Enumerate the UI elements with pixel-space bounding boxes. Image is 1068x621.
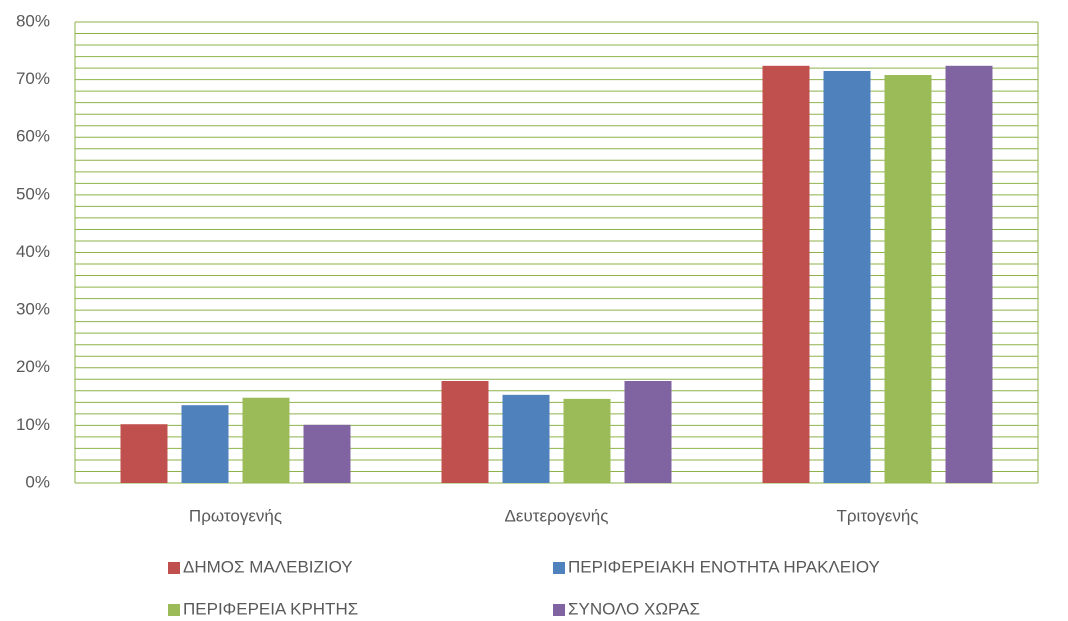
bar bbox=[762, 65, 810, 484]
y-tick-label: 40% bbox=[16, 242, 50, 261]
bar bbox=[120, 424, 168, 483]
bar bbox=[502, 394, 550, 483]
y-tick-label: 50% bbox=[16, 184, 50, 203]
bar bbox=[823, 70, 871, 483]
bar bbox=[563, 398, 611, 483]
legend-swatch bbox=[168, 562, 180, 574]
legend-label: ΠΕΡΙΦΕΡΕΙΑ ΚΡΗΤΗΣ bbox=[183, 599, 358, 618]
y-tick-label: 10% bbox=[16, 415, 50, 434]
y-tick-label: 60% bbox=[16, 127, 50, 146]
legend-label: ΔΗΜΟΣ ΜΑΛΕΒΙΖΙΟΥ bbox=[183, 557, 353, 576]
y-tick-label: 70% bbox=[16, 69, 50, 88]
y-tick-label: 0% bbox=[25, 472, 50, 491]
bar bbox=[441, 381, 489, 483]
legend-label: ΣΥΝΟΛΟ ΧΩΡΑΣ bbox=[568, 599, 700, 618]
legend-label: ΠΕΡΙΦΕΡΕΙΑΚΗ ΕΝΟΤΗΤΑ ΗΡΑΚΛΕΙΟΥ bbox=[568, 557, 880, 576]
y-tick-label: 80% bbox=[16, 11, 50, 30]
bar bbox=[884, 75, 932, 483]
bar bbox=[624, 381, 672, 483]
x-tick-label: Δευτερογενής bbox=[505, 506, 609, 525]
bar bbox=[303, 424, 351, 483]
legend-swatch bbox=[168, 604, 180, 616]
y-tick-label: 20% bbox=[16, 357, 50, 376]
bar bbox=[945, 65, 993, 484]
x-tick-label: Τριτογενής bbox=[837, 506, 919, 525]
legend-swatch bbox=[553, 562, 565, 574]
bar bbox=[181, 405, 229, 483]
x-tick-label: Πρωτογενής bbox=[189, 506, 282, 525]
legend-swatch bbox=[553, 604, 565, 616]
bar bbox=[242, 397, 290, 483]
y-tick-label: 30% bbox=[16, 300, 50, 319]
